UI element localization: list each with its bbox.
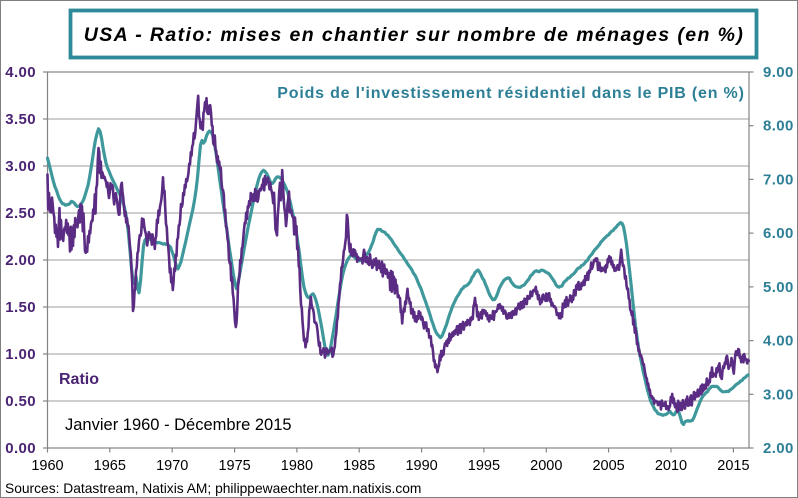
svg-text:4.00: 4.00	[5, 64, 36, 81]
svg-text:Poids de l'investissement rési: Poids de l'investissement résidentiel da…	[277, 85, 744, 102]
svg-text:3.00: 3.00	[5, 158, 36, 175]
svg-text:Janvier 1960 - Décembre 2015: Janvier 1960 - Décembre 2015	[65, 416, 292, 434]
svg-text:1990: 1990	[405, 458, 437, 474]
svg-text:2010: 2010	[655, 458, 687, 474]
svg-text:2005: 2005	[592, 458, 624, 474]
svg-text:4.00: 4.00	[763, 333, 794, 350]
svg-text:5.00: 5.00	[763, 279, 794, 296]
svg-text:2015: 2015	[717, 458, 749, 474]
svg-text:2000: 2000	[530, 458, 562, 474]
svg-text:1970: 1970	[156, 458, 188, 474]
svg-text:0.00: 0.00	[5, 440, 36, 457]
svg-text:3.00: 3.00	[763, 386, 794, 403]
svg-text:2.50: 2.50	[5, 205, 36, 222]
svg-text:2.00: 2.00	[5, 252, 36, 269]
svg-text:1.50: 1.50	[5, 299, 36, 316]
svg-text:USA - Ratio: mises en chantier: USA - Ratio: mises en chantier sur nombr…	[84, 24, 745, 46]
svg-text:1980: 1980	[281, 458, 313, 474]
svg-text:Sources: Datastream, Natixis: Sources: Datastream, Natixis AM; philipp…	[5, 481, 421, 496]
svg-text:0.50: 0.50	[5, 393, 36, 410]
svg-text:7.00: 7.00	[763, 171, 794, 188]
svg-text:9.00: 9.00	[763, 64, 794, 81]
svg-text:6.00: 6.00	[763, 225, 794, 242]
svg-text:1960: 1960	[31, 458, 63, 474]
svg-text:2.00: 2.00	[763, 440, 794, 457]
svg-text:8.00: 8.00	[763, 118, 794, 135]
svg-text:1.00: 1.00	[5, 346, 36, 363]
svg-text:3.50: 3.50	[5, 111, 36, 128]
svg-text:1965: 1965	[94, 458, 126, 474]
svg-text:1995: 1995	[468, 458, 500, 474]
svg-text:1985: 1985	[343, 458, 375, 474]
svg-text:1975: 1975	[218, 458, 250, 474]
svg-text:Ratio: Ratio	[59, 371, 99, 388]
